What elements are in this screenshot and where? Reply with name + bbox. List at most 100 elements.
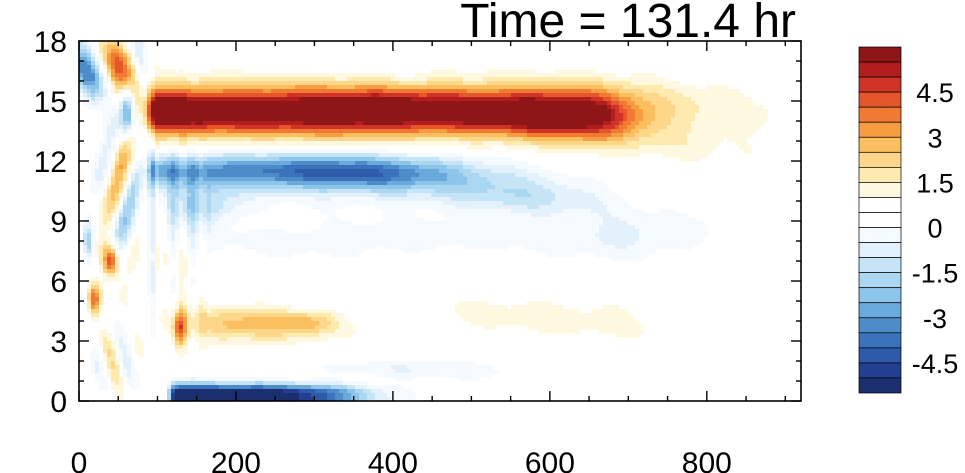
contour-cell bbox=[383, 217, 424, 222]
contour-cell bbox=[115, 393, 124, 398]
contour-cell bbox=[187, 133, 316, 138]
colorbar: 4.531.50-1.5-3-4.5 bbox=[858, 46, 958, 394]
contour-cell bbox=[99, 165, 108, 170]
contour-cell bbox=[91, 285, 100, 290]
chart-title: Time = 131.4 hr bbox=[460, 0, 796, 48]
contour-cell bbox=[635, 133, 652, 138]
contour-cell bbox=[207, 209, 212, 214]
contour-cell bbox=[107, 49, 112, 54]
contour-cell bbox=[123, 357, 132, 362]
contour-cell bbox=[131, 117, 136, 122]
contour-cell bbox=[335, 393, 344, 398]
contour-cell bbox=[135, 77, 140, 82]
contour-cell bbox=[147, 125, 152, 130]
contour-cell bbox=[171, 313, 176, 318]
contour-cell bbox=[151, 149, 156, 154]
contour-cell bbox=[151, 169, 156, 174]
contour-cell bbox=[115, 197, 120, 202]
colorbar-swatch bbox=[858, 287, 902, 304]
contour-cell bbox=[655, 117, 672, 122]
contour-cell bbox=[79, 61, 88, 66]
contour-cell bbox=[151, 161, 156, 166]
contour-cell bbox=[155, 165, 160, 170]
contour-cell bbox=[207, 205, 212, 210]
contour-cell bbox=[687, 133, 752, 138]
contour-cell bbox=[647, 125, 668, 130]
contour-cell bbox=[115, 329, 124, 334]
contour-cell bbox=[91, 173, 96, 178]
colorbar-swatch bbox=[858, 76, 902, 93]
contour-cell bbox=[383, 165, 400, 170]
contour-cell bbox=[167, 169, 172, 174]
contour-cell bbox=[99, 49, 104, 54]
contour-cell bbox=[183, 345, 188, 350]
contour-cell bbox=[339, 321, 352, 326]
contour-cell bbox=[99, 217, 104, 222]
contour-cell bbox=[335, 317, 348, 322]
contour-cell bbox=[331, 321, 340, 326]
contour-cell bbox=[211, 185, 304, 190]
contour-cell bbox=[111, 353, 116, 358]
contour-cell bbox=[607, 101, 612, 106]
contour-cell bbox=[183, 341, 188, 346]
contour-cell bbox=[103, 257, 108, 262]
contour-cell bbox=[119, 109, 124, 114]
contour-cell bbox=[115, 273, 120, 278]
contour-cell bbox=[159, 181, 168, 186]
contour-cell bbox=[187, 165, 192, 170]
contour-cell bbox=[115, 221, 120, 226]
contour-cell bbox=[99, 249, 104, 254]
contour-cell bbox=[87, 297, 92, 302]
contour-cell bbox=[151, 313, 156, 318]
contour-cell bbox=[119, 341, 124, 346]
contour-cell bbox=[83, 73, 96, 78]
contour-cell bbox=[139, 181, 144, 186]
contour-cell bbox=[103, 125, 108, 130]
contour-cell bbox=[179, 69, 184, 74]
contour-cell bbox=[667, 97, 692, 102]
contour-cell bbox=[191, 313, 196, 318]
contour-cell bbox=[179, 133, 188, 138]
contour-cell bbox=[603, 305, 620, 310]
contour-cell bbox=[111, 141, 116, 146]
contour-cell bbox=[179, 209, 184, 214]
contour-cell bbox=[131, 109, 136, 114]
colorbar-swatch bbox=[858, 332, 902, 349]
contour-cell bbox=[407, 189, 436, 194]
contour-cell bbox=[183, 205, 188, 210]
contour-cell bbox=[371, 93, 380, 98]
contour-cell bbox=[99, 269, 104, 274]
contour-cell bbox=[207, 197, 212, 202]
contour-cell bbox=[95, 73, 100, 78]
contour-cell bbox=[447, 177, 468, 182]
contour-cell bbox=[391, 365, 408, 370]
y-tick-label: 18 bbox=[34, 26, 67, 59]
contour-cell bbox=[123, 217, 128, 222]
contour-cell bbox=[203, 221, 216, 226]
contour-cell bbox=[135, 241, 140, 246]
contour-cell bbox=[507, 133, 528, 138]
contour-cell bbox=[171, 221, 176, 226]
contour-cell bbox=[195, 157, 208, 162]
contour-cell bbox=[135, 205, 140, 210]
contour-cell bbox=[283, 333, 320, 338]
contour-cell bbox=[171, 273, 176, 278]
contour-cell bbox=[147, 285, 152, 290]
contour-cell bbox=[327, 213, 336, 218]
contour-cell bbox=[175, 313, 180, 318]
contour-cell bbox=[175, 345, 184, 350]
colorbar-swatch bbox=[858, 166, 902, 183]
contour-cell bbox=[199, 201, 208, 206]
contour-cell bbox=[147, 249, 152, 254]
contour-cell bbox=[503, 189, 528, 194]
contour-cell bbox=[447, 129, 512, 134]
contour-cell bbox=[239, 193, 380, 198]
contour-cell bbox=[639, 137, 688, 142]
contour-cell bbox=[91, 349, 96, 354]
contour-cell bbox=[91, 49, 96, 54]
contour-cell bbox=[115, 181, 120, 186]
contour-cell bbox=[339, 325, 356, 330]
contour-cell bbox=[151, 117, 156, 122]
contour-cell bbox=[187, 317, 200, 322]
contour-cell bbox=[175, 329, 180, 334]
